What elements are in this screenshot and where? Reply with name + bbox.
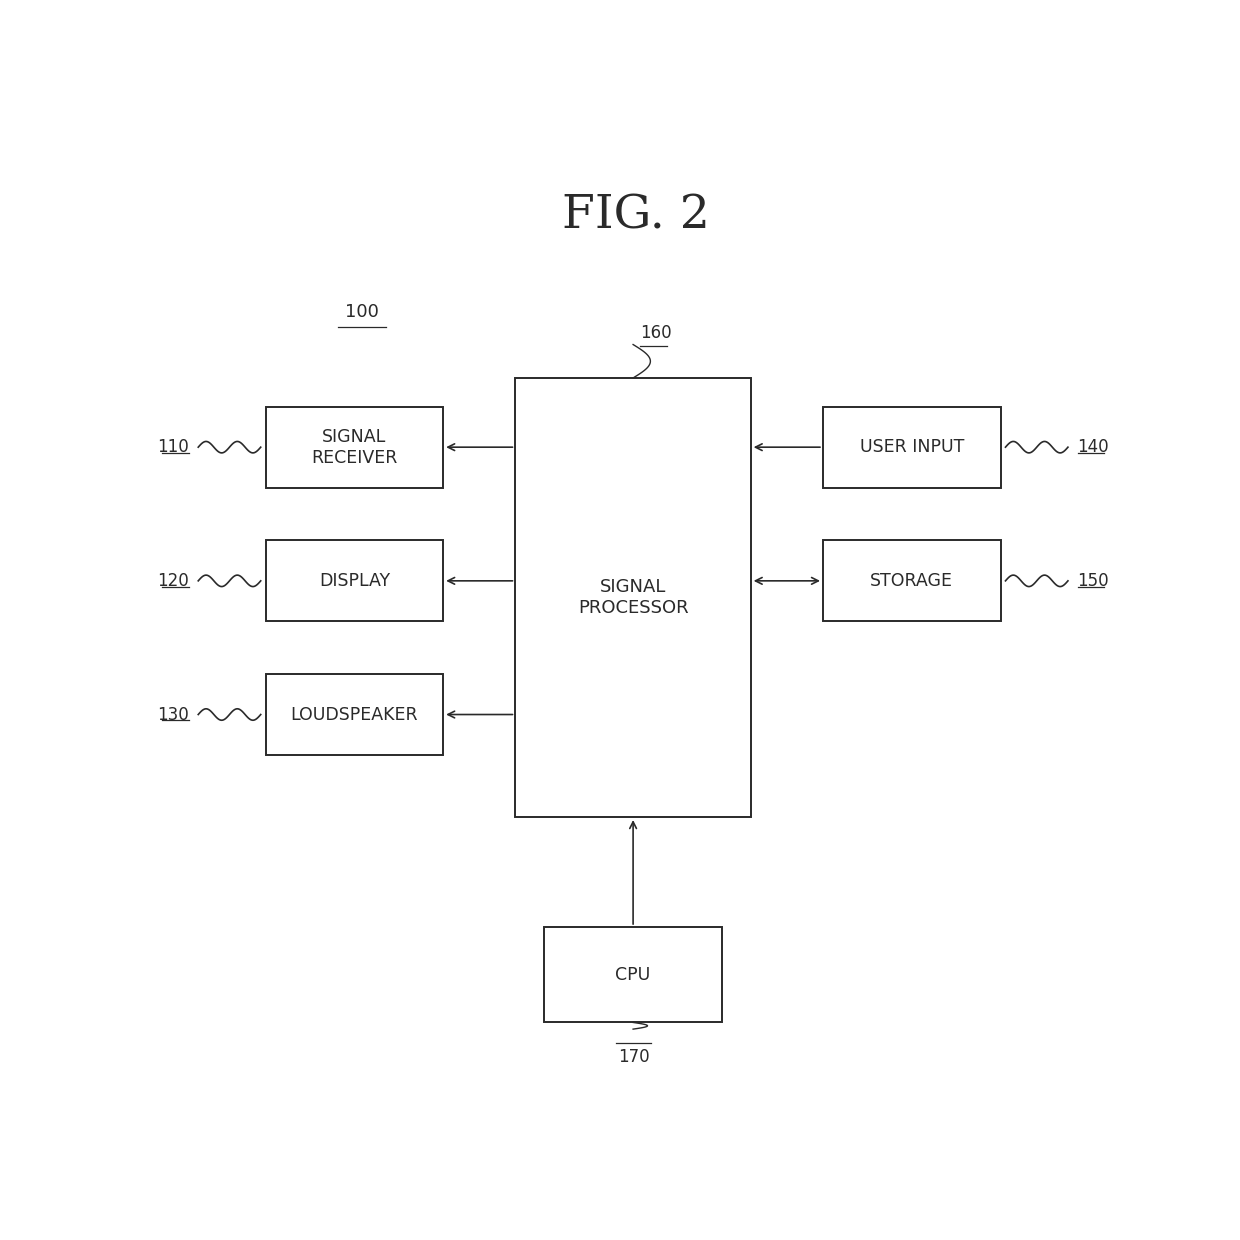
Text: 170: 170 <box>618 1048 650 1066</box>
Text: 120: 120 <box>157 572 188 590</box>
Text: 140: 140 <box>1078 438 1110 456</box>
Text: SIGNAL
RECEIVER: SIGNAL RECEIVER <box>311 428 398 466</box>
FancyBboxPatch shape <box>823 407 1001 487</box>
Text: SIGNAL
PROCESSOR: SIGNAL PROCESSOR <box>578 578 688 618</box>
Text: 130: 130 <box>157 706 188 723</box>
Text: DISPLAY: DISPLAY <box>319 572 389 590</box>
Text: LOUDSPEAKER: LOUDSPEAKER <box>290 706 418 723</box>
FancyBboxPatch shape <box>265 541 444 621</box>
Text: USER INPUT: USER INPUT <box>859 438 963 456</box>
Text: FIG. 2: FIG. 2 <box>562 193 709 238</box>
Text: 110: 110 <box>157 438 188 456</box>
Text: CPU: CPU <box>615 966 651 983</box>
FancyBboxPatch shape <box>265 675 444 755</box>
Text: STORAGE: STORAGE <box>870 572 954 590</box>
Text: 160: 160 <box>640 324 672 342</box>
FancyBboxPatch shape <box>823 541 1001 621</box>
Text: 100: 100 <box>345 303 378 321</box>
FancyBboxPatch shape <box>516 378 751 817</box>
FancyBboxPatch shape <box>265 407 444 487</box>
Text: 150: 150 <box>1078 572 1110 590</box>
FancyBboxPatch shape <box>544 928 722 1023</box>
